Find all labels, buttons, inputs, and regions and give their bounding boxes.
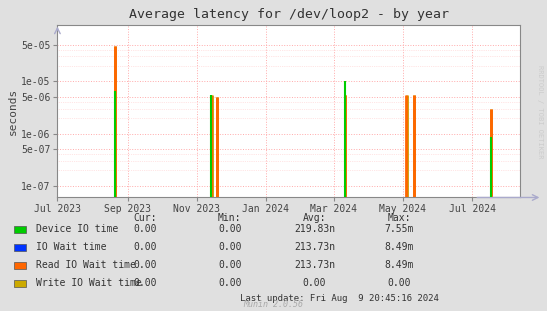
Text: Read IO Wait time: Read IO Wait time bbox=[36, 260, 136, 271]
Text: RRDTOOL / TOBI OETIKER: RRDTOOL / TOBI OETIKER bbox=[537, 65, 543, 159]
Text: 0.00: 0.00 bbox=[133, 242, 156, 253]
Y-axis label: seconds: seconds bbox=[8, 88, 19, 135]
Title: Average latency for /dev/loop2 - by year: Average latency for /dev/loop2 - by year bbox=[129, 8, 449, 21]
Text: Device IO time: Device IO time bbox=[36, 224, 118, 234]
Text: 0.00: 0.00 bbox=[218, 260, 241, 271]
Text: 0.00: 0.00 bbox=[218, 224, 241, 234]
Text: 0.00: 0.00 bbox=[133, 224, 156, 234]
Text: 0.00: 0.00 bbox=[303, 278, 326, 289]
Text: 219.83n: 219.83n bbox=[294, 224, 335, 234]
Text: 7.55m: 7.55m bbox=[385, 224, 414, 234]
Text: 0.00: 0.00 bbox=[133, 260, 156, 271]
Text: Last update: Fri Aug  9 20:45:16 2024: Last update: Fri Aug 9 20:45:16 2024 bbox=[240, 294, 439, 303]
Text: 213.73n: 213.73n bbox=[294, 260, 335, 271]
Text: Cur:: Cur: bbox=[133, 213, 156, 223]
Text: 0.00: 0.00 bbox=[218, 242, 241, 253]
Text: Max:: Max: bbox=[388, 213, 411, 223]
Text: Write IO Wait time: Write IO Wait time bbox=[36, 278, 141, 289]
Text: Min:: Min: bbox=[218, 213, 241, 223]
Text: 213.73n: 213.73n bbox=[294, 242, 335, 253]
Text: Munin 2.0.56: Munin 2.0.56 bbox=[243, 300, 304, 309]
Text: 0.00: 0.00 bbox=[218, 278, 241, 289]
Text: 8.49m: 8.49m bbox=[385, 242, 414, 253]
Text: 0.00: 0.00 bbox=[388, 278, 411, 289]
Text: Avg:: Avg: bbox=[303, 213, 326, 223]
Text: 8.49m: 8.49m bbox=[385, 260, 414, 271]
Text: 0.00: 0.00 bbox=[133, 278, 156, 289]
Text: IO Wait time: IO Wait time bbox=[36, 242, 106, 253]
